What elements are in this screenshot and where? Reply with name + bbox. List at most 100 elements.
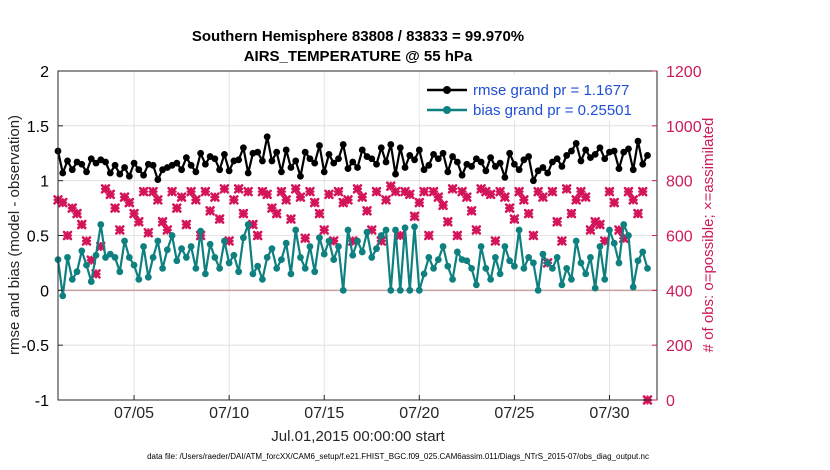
bias-point xyxy=(297,254,304,261)
rmse-point xyxy=(311,159,319,167)
series-layer xyxy=(53,133,653,405)
obs-count-marker xyxy=(176,192,187,202)
obs-count-marker xyxy=(509,214,520,224)
bias-point xyxy=(263,254,271,261)
bias-point xyxy=(140,243,147,250)
bias-point xyxy=(529,259,537,267)
obs-count-marker xyxy=(271,208,282,219)
rmse-point xyxy=(539,164,547,171)
bias-point xyxy=(97,221,105,228)
rmse-point xyxy=(292,157,300,165)
obs-count-marker xyxy=(191,195,201,205)
bias-point xyxy=(463,257,471,265)
rmse-point xyxy=(558,163,566,170)
obs-count-marker xyxy=(200,186,211,197)
y-left-tick-label: -0.5 xyxy=(21,338,49,355)
obs-count-marker xyxy=(443,216,453,227)
obs-count-marker xyxy=(138,186,149,197)
bias-point xyxy=(254,262,262,270)
obs-count-marker xyxy=(143,227,154,238)
y-right-tick-label: 400 xyxy=(666,283,693,300)
y-axis-right-label: # of obs: o=possible; ×=assimilated xyxy=(700,118,717,353)
bias-point xyxy=(220,237,228,245)
y-right-tick-label: 600 xyxy=(666,229,693,246)
bias-point xyxy=(377,232,385,239)
obs-count-marker xyxy=(333,186,344,197)
rmse-point xyxy=(553,155,561,163)
bias-point xyxy=(606,226,613,234)
bias-point xyxy=(102,254,109,261)
obs-count-marker xyxy=(233,184,244,194)
bias-point xyxy=(282,239,290,247)
rmse-point xyxy=(520,156,528,164)
y-right-tick-label: 800 xyxy=(666,174,693,191)
obs-count-marker xyxy=(571,195,581,205)
obs-count-marker xyxy=(585,225,596,235)
obs-count-marker xyxy=(162,225,173,235)
bias-point xyxy=(363,228,371,236)
obs-count-marker xyxy=(452,230,463,241)
rmse-point xyxy=(529,177,537,185)
obs-count-marker xyxy=(438,200,448,211)
rmse-point xyxy=(411,156,418,164)
bias-point xyxy=(415,286,423,294)
rmse-point xyxy=(244,169,252,177)
obs-count-marker xyxy=(614,225,624,235)
obs-count-marker xyxy=(300,233,311,244)
obs-count-marker xyxy=(205,206,215,216)
obs-count-marker xyxy=(76,219,87,230)
rmse-point xyxy=(339,141,347,148)
rmse-point xyxy=(68,166,76,174)
bias-point xyxy=(182,254,190,261)
rmse-point xyxy=(278,168,285,176)
obs-count-marker xyxy=(243,186,253,197)
obs-count-marker xyxy=(153,195,163,205)
bias-point xyxy=(444,262,452,270)
rmse-point xyxy=(549,158,556,166)
obs-count-marker xyxy=(552,216,562,227)
rmse-point xyxy=(434,155,442,163)
obs-count-marker xyxy=(547,186,558,197)
bias-point xyxy=(339,286,347,294)
x-tick-label: 07/25 xyxy=(494,405,534,422)
obs-count-marker xyxy=(281,195,291,205)
bias-point xyxy=(335,243,342,250)
y-left-tick-label: 0.5 xyxy=(27,229,49,246)
rmse-point xyxy=(515,166,523,174)
rmse-point xyxy=(320,168,328,176)
obs-count-marker xyxy=(595,219,605,230)
bias-point xyxy=(568,275,575,283)
obs-count-marker xyxy=(324,189,334,200)
bias-point xyxy=(572,237,580,245)
bias-point xyxy=(78,247,86,255)
rmse-point xyxy=(620,148,628,156)
rmse-point xyxy=(125,172,133,180)
legend-box xyxy=(419,74,653,121)
y-right-tick-label: 1200 xyxy=(666,64,702,81)
rmse-point xyxy=(268,157,276,165)
rmse-point xyxy=(349,158,357,166)
rmse-point xyxy=(625,145,632,153)
bias-point xyxy=(358,248,366,256)
y-left-tick-label: 0 xyxy=(40,283,49,300)
rmse-point xyxy=(121,164,128,171)
rmse-point xyxy=(420,166,428,174)
x-tick-label: 07/10 xyxy=(209,405,249,422)
rmse-point xyxy=(173,159,181,167)
rmse-point xyxy=(544,169,552,177)
bias-point xyxy=(496,270,504,278)
bias-point xyxy=(411,223,418,231)
rmse-point xyxy=(325,150,333,158)
rmse-point xyxy=(149,161,157,169)
rmse-point xyxy=(525,153,533,160)
rmse-point xyxy=(487,154,495,162)
rmse-point xyxy=(396,144,404,152)
rmse-point xyxy=(444,168,452,176)
obs-count-marker xyxy=(599,236,610,246)
rmse-point xyxy=(482,167,490,175)
bias-point xyxy=(615,259,623,267)
obs-count-marker xyxy=(457,186,467,197)
bias-point xyxy=(349,251,357,259)
rmse-point xyxy=(534,167,542,175)
obs-count-marker xyxy=(504,203,515,213)
